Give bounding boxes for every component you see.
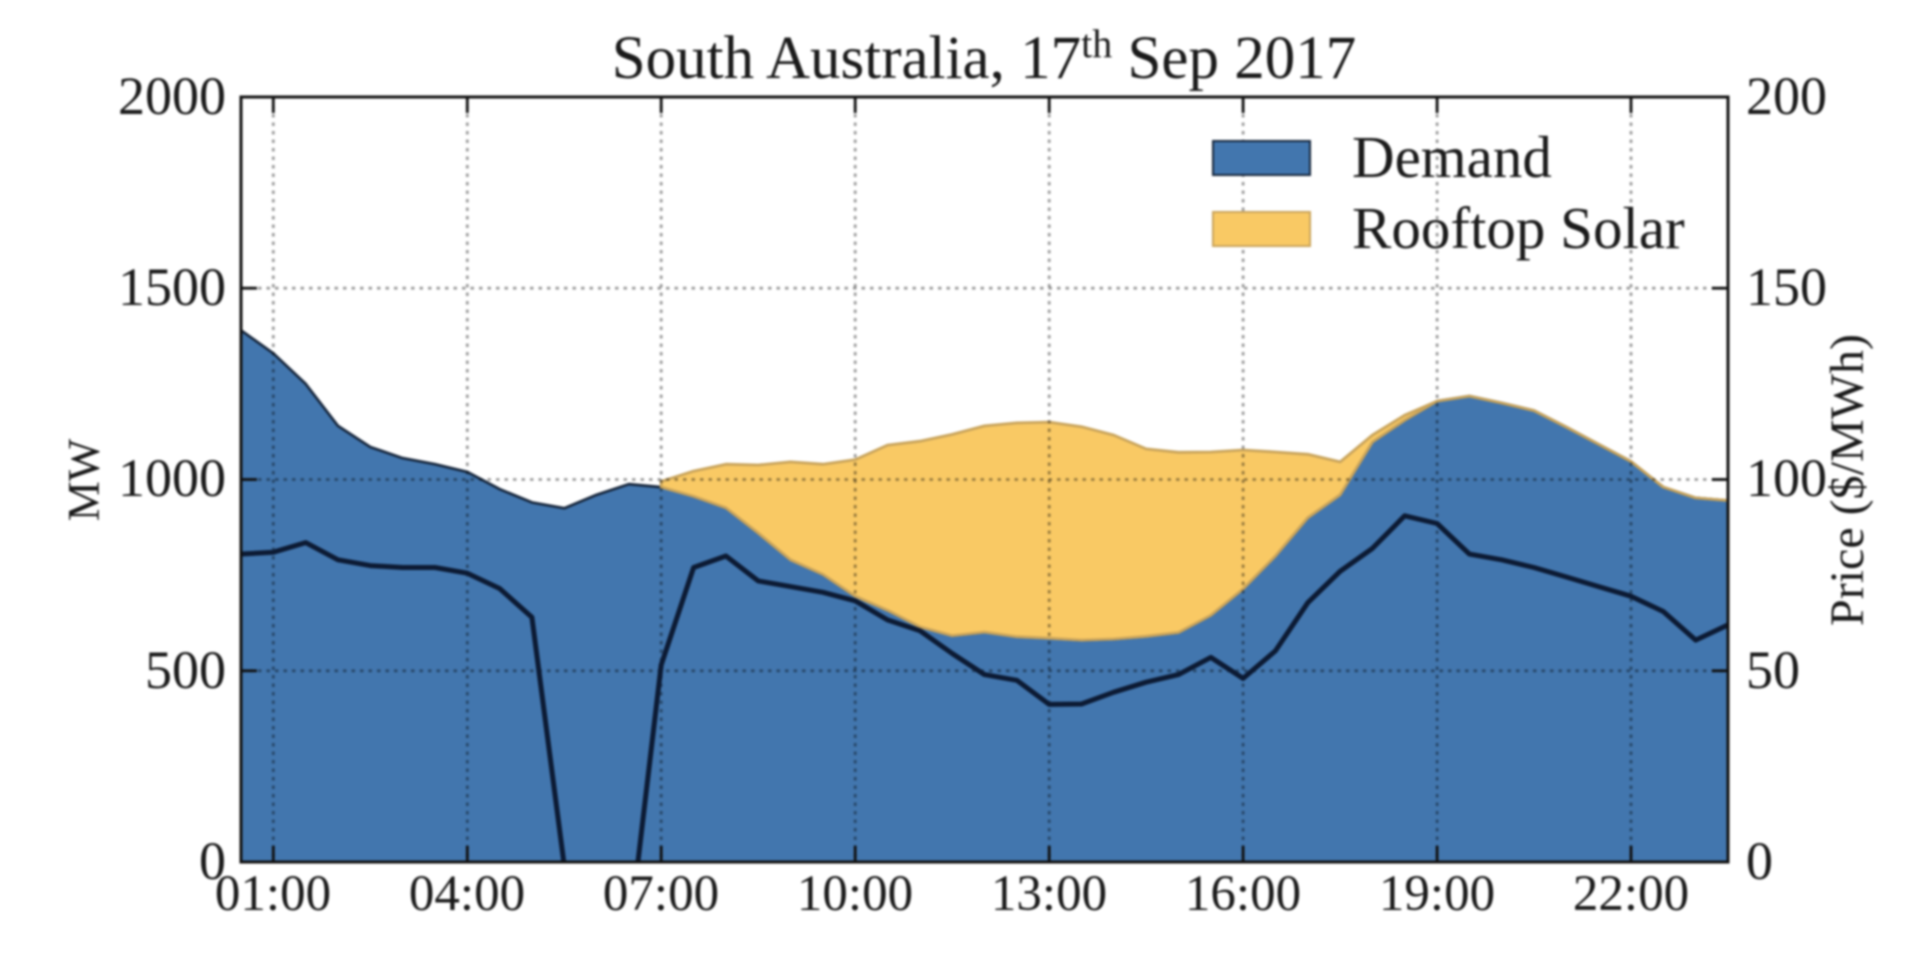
svg-text:22:00: 22:00 — [1573, 866, 1689, 922]
svg-text:19:00: 19:00 — [1379, 866, 1495, 922]
svg-text:Rooftop Solar: Rooftop Solar — [1352, 195, 1685, 261]
svg-text:10:00: 10:00 — [797, 866, 913, 922]
svg-text:1000: 1000 — [118, 448, 226, 508]
svg-text:1500: 1500 — [118, 257, 226, 317]
svg-text:2000: 2000 — [118, 66, 226, 126]
svg-text:500: 500 — [145, 640, 226, 700]
svg-text:07:00: 07:00 — [603, 866, 719, 922]
svg-text:100: 100 — [1746, 448, 1827, 508]
svg-text:04:00: 04:00 — [409, 866, 525, 922]
svg-text:0: 0 — [199, 831, 226, 891]
svg-text:Demand: Demand — [1352, 124, 1552, 190]
svg-text:200: 200 — [1746, 66, 1827, 126]
svg-text:South Australia, 17th Sep 2017: South Australia, 17th Sep 2017 — [612, 21, 1356, 92]
svg-text:MW: MW — [59, 438, 109, 521]
svg-text:16:00: 16:00 — [1185, 866, 1301, 922]
svg-text:50: 50 — [1746, 640, 1800, 700]
svg-text:01:00: 01:00 — [215, 866, 331, 922]
svg-text:Price ($/MWh): Price ($/MWh) — [1821, 334, 1874, 626]
svg-text:0: 0 — [1746, 831, 1773, 891]
svg-text:13:00: 13:00 — [991, 866, 1107, 922]
svg-text:150: 150 — [1746, 257, 1827, 317]
